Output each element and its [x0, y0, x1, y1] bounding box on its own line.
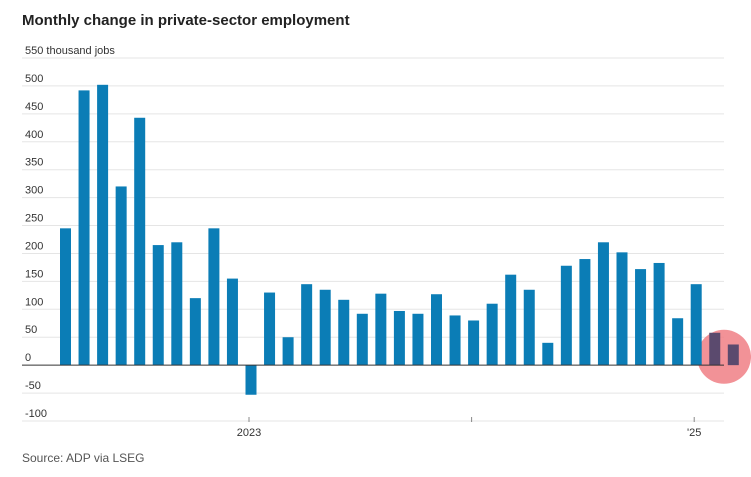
x-tick-label: 2023	[237, 427, 261, 439]
bar	[505, 274, 517, 366]
bar	[468, 320, 480, 366]
y-tick-label: 450	[25, 101, 43, 113]
y-tick-label: 0	[25, 352, 31, 364]
y-tick-label: 350	[25, 157, 43, 169]
bar	[542, 342, 554, 366]
y-tick-label: -100	[25, 408, 47, 420]
source-note: Source: ADP via LSEG	[22, 451, 145, 465]
bar	[301, 284, 313, 366]
bar	[152, 245, 164, 366]
bar	[375, 293, 387, 366]
y-tick-label: 250	[25, 213, 43, 225]
bar	[115, 186, 127, 366]
highlighted-bar	[709, 332, 721, 366]
bar	[208, 228, 220, 366]
y-tick-label: 200	[25, 240, 43, 252]
bar	[579, 259, 591, 366]
bar	[78, 90, 90, 366]
y-tick-label: 550 thousand jobs	[25, 45, 115, 57]
bars	[60, 84, 739, 395]
bar	[226, 278, 238, 366]
highlight-layer	[697, 329, 751, 384]
highlighted-bar	[727, 344, 739, 366]
highlight-circle	[697, 329, 751, 384]
bar	[690, 284, 702, 366]
bar	[356, 313, 368, 366]
bar	[189, 298, 201, 366]
bar	[523, 289, 535, 366]
grid-lines	[22, 57, 724, 422]
y-tick-label: 50	[25, 324, 37, 336]
bar	[282, 337, 294, 366]
y-tick-label: 500	[25, 73, 43, 85]
bar	[449, 315, 461, 366]
bar	[264, 292, 276, 366]
bar	[60, 228, 71, 366]
y-tick-label: 100	[25, 296, 43, 308]
bar	[97, 84, 109, 366]
y-axis-tick-labels: -100 -50 0 50 100 150 200 250 300 350 400 450 500 550…	[25, 45, 115, 420]
bar	[245, 365, 257, 395]
bar	[319, 289, 331, 366]
bar	[412, 313, 424, 366]
bar	[134, 117, 146, 366]
y-tick-label: 400	[25, 129, 43, 141]
bar	[171, 242, 183, 366]
bar	[635, 269, 647, 366]
y-tick-label: 150	[25, 268, 43, 280]
x-tick-label: '25	[687, 427, 701, 439]
x-axis: 2023 '25	[22, 364, 724, 439]
bar	[338, 299, 350, 366]
y-tick-label: 300	[25, 185, 43, 197]
bar	[431, 294, 442, 366]
bar	[560, 265, 572, 366]
bar	[672, 318, 684, 366]
y-tick-label: -50	[25, 380, 41, 392]
bar	[616, 252, 628, 366]
bar	[597, 242, 609, 366]
bar	[653, 262, 665, 366]
bar	[486, 303, 498, 366]
bar	[393, 310, 405, 366]
chart-title: Monthly change in private-sector employm…	[22, 12, 350, 29]
